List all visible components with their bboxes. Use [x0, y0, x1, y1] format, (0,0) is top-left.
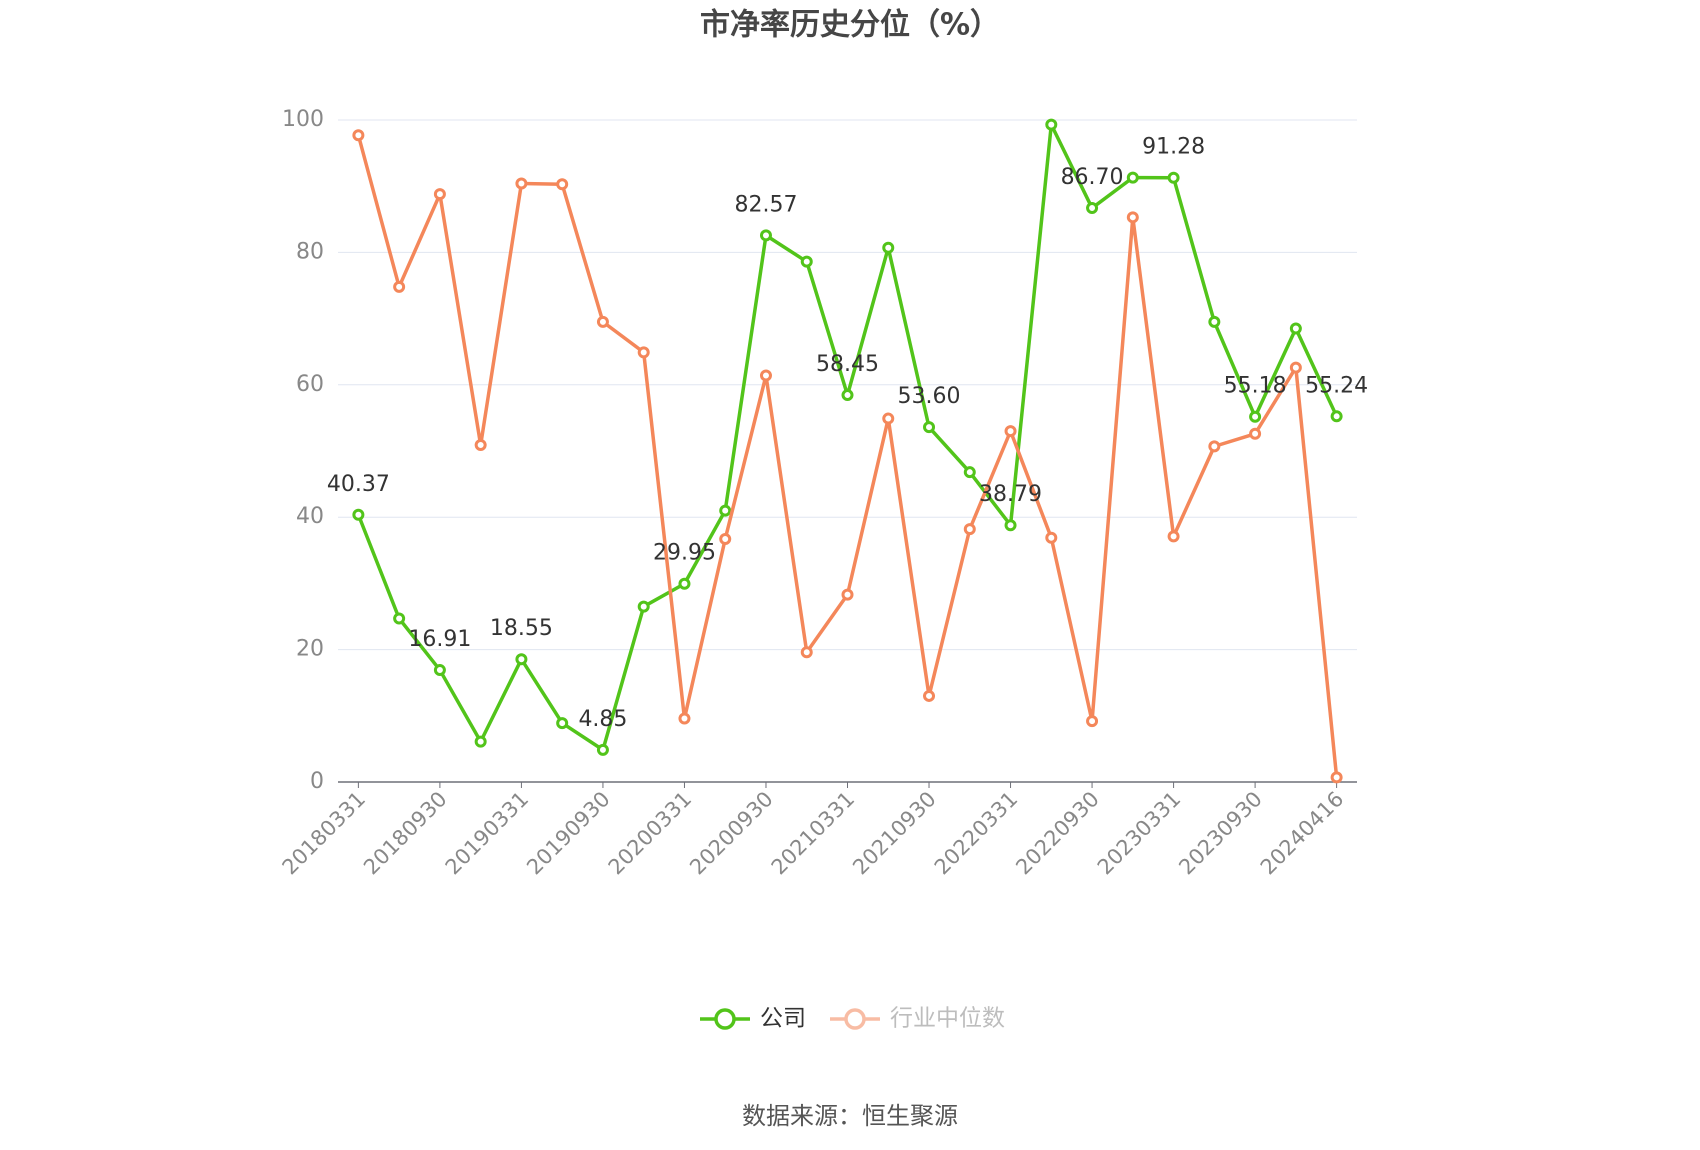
x-tick-label: 20210331 [767, 787, 860, 880]
chart-title: 市净率历史分位（%） [700, 8, 1000, 43]
data-point [1086, 715, 1099, 728]
data-label: 40.37 [327, 472, 390, 497]
data-point [963, 523, 976, 536]
data-point [596, 315, 609, 328]
data-point [1249, 427, 1262, 440]
data-point [800, 646, 813, 659]
data-point [1289, 361, 1302, 374]
data-label: 16.91 [408, 627, 471, 652]
data-label: 53.60 [898, 384, 961, 409]
data-point [433, 188, 446, 201]
data-point [393, 280, 406, 293]
data-label: 86.70 [1061, 165, 1124, 190]
y-tick-label: 60 [296, 372, 324, 397]
legend-label: 行业中位数 [890, 1006, 1005, 1032]
data-point [637, 346, 650, 359]
legend-item: 行业中位数 [830, 1006, 1005, 1032]
data-point [1045, 118, 1058, 131]
data-point [1289, 322, 1302, 335]
data-point [1208, 440, 1221, 453]
data-label: 91.28 [1142, 135, 1205, 160]
data-point [719, 504, 732, 517]
data-point [678, 712, 691, 725]
y-tick-label: 80 [296, 239, 324, 264]
data-point [352, 508, 365, 521]
data-point [1167, 171, 1180, 184]
data-point [678, 577, 691, 590]
source: 数据来源：恒生聚源 [742, 1102, 958, 1130]
x-tick-label: 20200930 [685, 787, 778, 880]
data-label: 55.24 [1305, 373, 1368, 398]
data-point [474, 439, 487, 452]
data-point [719, 533, 732, 546]
x-tick-label: 20180331 [278, 787, 371, 880]
y-tick-label: 20 [296, 637, 324, 662]
x-tick-label: 20220930 [1011, 787, 1104, 880]
y-tick-label: 100 [282, 107, 324, 132]
data-point [556, 178, 569, 191]
data-point [1086, 202, 1099, 215]
data-point [1249, 410, 1262, 423]
x-tick-label: 20240416 [1256, 787, 1349, 880]
data-point [923, 689, 936, 702]
legend-item: 公司 [700, 1006, 806, 1032]
data-label: 18.55 [490, 616, 553, 641]
data-point [596, 743, 609, 756]
x-tick-label: 20190930 [522, 787, 615, 880]
legend-label: 公司 [760, 1006, 806, 1032]
data-label: 82.57 [734, 192, 797, 217]
data-point [556, 717, 569, 730]
legend-symbol [844, 1008, 866, 1030]
data-point [1330, 410, 1343, 423]
data-point [352, 129, 365, 142]
x-tick-label: 20180930 [359, 787, 452, 880]
x-tick-label: 20220331 [930, 787, 1023, 880]
data-point [882, 412, 895, 425]
x-tick-label: 20210930 [848, 787, 941, 880]
data-label: 55.18 [1224, 374, 1287, 399]
x-tick-label: 20230331 [1093, 787, 1186, 880]
data-point [800, 255, 813, 268]
legend-symbol [714, 1008, 736, 1030]
y-tick-label: 40 [296, 504, 324, 529]
data-point [433, 664, 446, 677]
data-point [841, 588, 854, 601]
data-point [1004, 519, 1017, 532]
data-point [1208, 315, 1221, 328]
data-point [759, 229, 772, 242]
data-label: 38.79 [979, 482, 1042, 507]
data-point [1045, 531, 1058, 544]
y-tick-label: 0 [310, 769, 324, 794]
data-point [1004, 425, 1017, 438]
series-line [356, 122, 1339, 752]
data-point [1330, 771, 1343, 784]
x-tick-label: 20230930 [1174, 787, 1267, 880]
data-point [515, 177, 528, 190]
data-label: 4.85 [578, 707, 627, 732]
data-point [1126, 171, 1139, 184]
data-point [923, 421, 936, 434]
x-tick-label: 20200331 [604, 787, 697, 880]
data-point [1126, 211, 1139, 224]
x-tick-label: 20190331 [441, 787, 534, 880]
data-label: 58.45 [816, 352, 879, 377]
data-point [1167, 530, 1180, 543]
data-label: 29.95 [653, 541, 716, 566]
data-point [637, 600, 650, 613]
data-point [474, 735, 487, 748]
data-point [759, 369, 772, 382]
data-point [515, 653, 528, 666]
data-point [882, 241, 895, 254]
data-point [963, 466, 976, 479]
data-point [393, 612, 406, 625]
data-point [841, 389, 854, 402]
